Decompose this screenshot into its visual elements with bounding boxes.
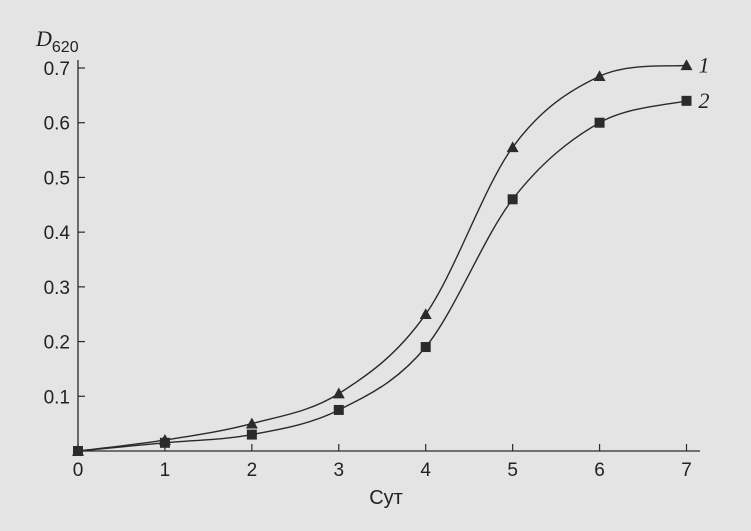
y-tick-label: 0.1 [44,387,70,408]
data-point-triangle [419,308,432,320]
data-point-triangle [245,417,258,429]
data-point-square [246,429,257,440]
y-tick-label: 0.3 [44,278,70,299]
x-tick-label: 2 [247,460,258,481]
x-tick-label: 0 [73,460,84,481]
data-point-square [420,342,431,353]
y-axis-title-main: D [35,26,52,51]
series-label: 2 [699,88,710,113]
x-tick-label: 6 [594,460,605,481]
y-tick-label: 0.2 [44,333,70,354]
series-label: 1 [699,52,710,77]
data-point-triangle [332,387,345,399]
x-axis: 0 1 2 3 4 5 6 7 [73,444,700,481]
y-axis: 0.1 0.2 0.3 0.4 0.5 0.6 0.7 [44,59,85,451]
y-tick-label: 0.5 [44,168,70,189]
y-tick-label: 0.4 [44,223,71,244]
x-tick-label: 3 [333,460,344,481]
data-point-square [73,446,83,456]
data-point-triangle [593,70,606,82]
series-line [77,100,687,452]
series-layer: 12 [72,52,710,456]
data-point-square [507,194,518,205]
data-point-square [594,117,605,128]
y-axis-title: D620 [35,26,79,56]
data-point-triangle [506,141,519,153]
y-tick-label: 0.7 [44,59,70,80]
y-tick-label: 0.6 [44,114,70,135]
data-point-square [333,404,344,415]
data-point-square [159,437,170,448]
x-tick-label: 1 [160,460,171,481]
series-1: 1 [72,52,710,456]
data-point-square [681,95,692,106]
x-tick-label: 7 [681,460,692,481]
x-tick-label: 5 [507,460,518,481]
x-tick-label: 4 [420,460,431,481]
data-point-triangle [680,59,693,71]
x-axis-title: Сут [369,487,403,509]
series-line [77,64,687,452]
series-2: 2 [73,88,710,456]
y-axis-title-sub: 620 [52,39,79,56]
